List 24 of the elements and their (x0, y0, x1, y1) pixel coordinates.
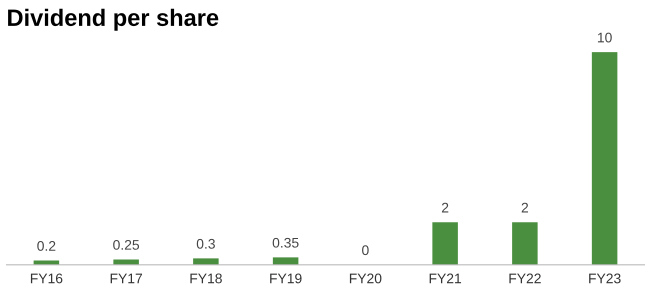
x-tick-label: FY20 (350, 274, 382, 284)
bar (272, 257, 298, 265)
data-label: 0.3 (196, 238, 215, 249)
bar (512, 222, 538, 265)
bar (113, 259, 139, 265)
x-tick-label: FY16 (30, 274, 62, 284)
bar (432, 222, 458, 265)
data-label: 0.25 (113, 240, 140, 250)
data-label: 0.2 (37, 241, 56, 251)
data-label: 2 (442, 202, 448, 212)
data-label: 2 (522, 202, 528, 212)
x-tick-label: FY18 (190, 274, 222, 284)
x-tick-label: FY19 (270, 274, 302, 284)
x-tick-label: FY17 (110, 274, 142, 284)
data-label: 10 (598, 32, 612, 42)
x-tick-label: FY23 (589, 274, 621, 284)
x-tick-label: FY21 (430, 274, 462, 284)
data-label: 0.35 (272, 238, 299, 248)
data-label: 0 (362, 245, 369, 256)
bar (34, 260, 60, 265)
x-tick-label: FY22 (509, 274, 541, 284)
bar (193, 258, 219, 265)
chart-title: Dividend per share (8, 8, 218, 31)
bar (592, 52, 618, 265)
